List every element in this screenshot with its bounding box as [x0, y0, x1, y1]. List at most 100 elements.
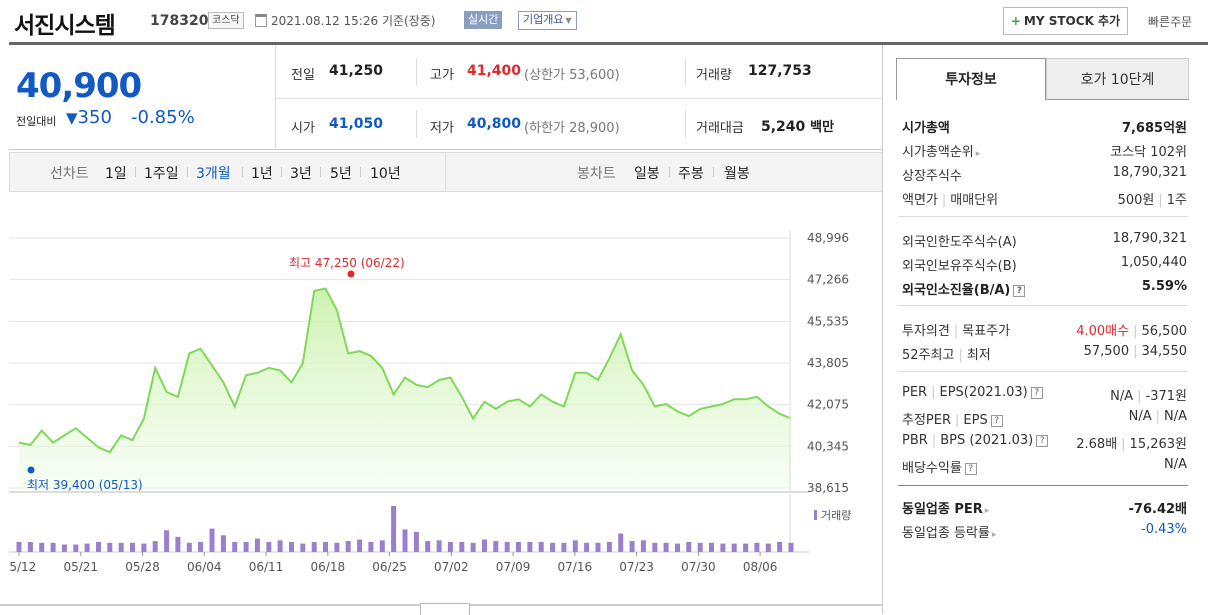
- volume-bar: [107, 542, 113, 552]
- x-tick-label: 08/06: [743, 560, 778, 574]
- y-tick-label: 47,266: [807, 273, 849, 287]
- high-marker: [347, 270, 355, 278]
- per-eps-label: PER | EPS(2021.03)?: [902, 385, 1043, 400]
- volume-bar: [73, 544, 79, 552]
- realtime-badge[interactable]: 실시간: [464, 11, 503, 29]
- volume-bar: [629, 541, 635, 552]
- mystock-add-button[interactable]: + MY STOCK 추가: [1003, 7, 1128, 35]
- corp-info-dropdown[interactable]: 기업개요 ▼: [518, 11, 577, 30]
- x-tick-label: 06/25: [372, 560, 407, 574]
- x-tick-label: 07/30: [681, 560, 716, 574]
- volume-bar: [130, 542, 135, 552]
- volume-bar: [96, 542, 101, 552]
- price-line: [18, 287, 792, 454]
- x-tick-label: 06/04: [187, 560, 222, 574]
- stock-code: 178320: [150, 13, 209, 29]
- volume-bar: [198, 542, 204, 552]
- line-chart-label: 선차트: [50, 166, 89, 182]
- tab-order-book[interactable]: 호가 10단계: [1046, 58, 1189, 100]
- market-badge: 코스닥: [208, 12, 244, 29]
- period-1w[interactable]: 1주일: [144, 166, 179, 182]
- plus-icon: +: [1010, 14, 1021, 28]
- tab-invest-info[interactable]: 투자정보: [896, 58, 1046, 100]
- tab-underline: [896, 100, 1046, 101]
- price-summary-box: [9, 45, 883, 150]
- open-label: 시가: [291, 121, 315, 136]
- foreign-limit-label: 외국인한도주식수(A): [902, 235, 1017, 250]
- volume-value: 127,753: [748, 63, 812, 79]
- volume-bar: [606, 542, 612, 552]
- volume-bar: [334, 542, 340, 552]
- volume-bar: [640, 540, 646, 552]
- candle-weekly[interactable]: 주봉: [678, 166, 704, 182]
- x-tick-label: 06/18: [311, 560, 346, 574]
- industry-per-label[interactable]: 동일업종 PER ▸: [902, 502, 990, 517]
- rank-label[interactable]: 시가총액순위 ▸: [902, 145, 981, 160]
- chevron-right-icon: ▸: [984, 506, 990, 516]
- volume-bar: [61, 544, 67, 552]
- per-eps-value: N/A | -371원: [1110, 389, 1187, 404]
- volume-bar: [391, 506, 397, 552]
- pbr-bps-value: 2.68배 | 15,263원: [1076, 437, 1187, 452]
- volume-bar: [209, 528, 215, 552]
- market-cap-value: 7,685억원: [1121, 121, 1187, 136]
- foreign-hold-label: 외국인보유주식수(B): [902, 259, 1017, 274]
- volume-bar: [152, 541, 158, 552]
- volume-bar: [493, 541, 499, 552]
- shares-value: 18,790,321: [1112, 165, 1187, 180]
- quick-order-link[interactable]: 빠른주문: [1148, 15, 1193, 29]
- volume-legend: 거래량: [821, 509, 851, 522]
- volume-bar: [550, 542, 556, 552]
- period-1y[interactable]: 1년: [251, 166, 273, 182]
- help-icon[interactable]: ?: [1013, 285, 1026, 297]
- period-5y[interactable]: 5년: [330, 166, 352, 182]
- x-tick-label: 05/21: [63, 560, 98, 574]
- chevron-down-icon: ▼: [565, 16, 572, 25]
- price-chart[interactable]: 48,996 47,266 45,535 43,805 42,075 40,345 38,6…: [9, 200, 883, 600]
- period-1d[interactable]: 1일: [105, 166, 127, 182]
- volume-bar: [572, 540, 578, 552]
- current-price: 40,900: [16, 66, 142, 106]
- candle-daily[interactable]: 일봉: [634, 166, 660, 182]
- volume-bar: [402, 529, 408, 552]
- pbr-bps-label: PBR | BPS (2021.03)?: [902, 433, 1049, 448]
- period-3m[interactable]: 3개월: [196, 166, 231, 182]
- volume-bar: [368, 542, 374, 552]
- help-icon[interactable]: ?: [964, 463, 977, 475]
- volume-bar: [345, 541, 351, 552]
- collapse-button[interactable]: [420, 603, 470, 615]
- calendar-icon: [255, 14, 267, 27]
- help-icon[interactable]: ?: [1036, 435, 1049, 447]
- period-10y[interactable]: 10년: [370, 166, 401, 182]
- company-name: 서진시스템: [14, 13, 116, 39]
- volume-bar: [584, 542, 590, 552]
- volume-bar: [686, 542, 692, 552]
- volume-bar: [618, 533, 624, 552]
- w52-value: 57,500 | 34,550: [1083, 344, 1187, 359]
- industry-change-label[interactable]: 동일업종 등락률 ▸: [902, 526, 997, 541]
- high-value: 41,400: [467, 63, 522, 79]
- volume-bar: [266, 542, 272, 552]
- foreign-ratio-value: 5.59%: [1141, 279, 1187, 294]
- open-value: 41,050: [329, 116, 384, 132]
- est-per-label: 추정PER | EPS?: [902, 409, 1003, 428]
- volume-bar: [118, 542, 124, 552]
- lower-limit: (하한가 28,900): [524, 121, 620, 136]
- price-change-pct: -0.85%: [131, 107, 195, 128]
- volume-bar: [765, 543, 771, 552]
- period-3y[interactable]: 3년: [290, 166, 312, 182]
- help-icon[interactable]: ?: [990, 415, 1003, 427]
- volume-bar: [277, 540, 283, 552]
- x-tick-label: 07/16: [558, 560, 593, 574]
- candle-monthly[interactable]: 월봉: [724, 166, 750, 182]
- low-marker: [27, 466, 35, 474]
- divider: [416, 58, 417, 86]
- timestamp: 2021.08.12 15:26 기준(장중): [271, 14, 436, 28]
- separator: [669, 167, 670, 177]
- upper-limit: (상한가 53,600): [524, 68, 620, 83]
- volume-bar: [504, 542, 510, 552]
- y-tick-label: 42,075: [807, 398, 849, 412]
- volume-bar: [311, 542, 317, 552]
- help-icon[interactable]: ?: [1030, 387, 1043, 399]
- volume-bar: [447, 542, 453, 552]
